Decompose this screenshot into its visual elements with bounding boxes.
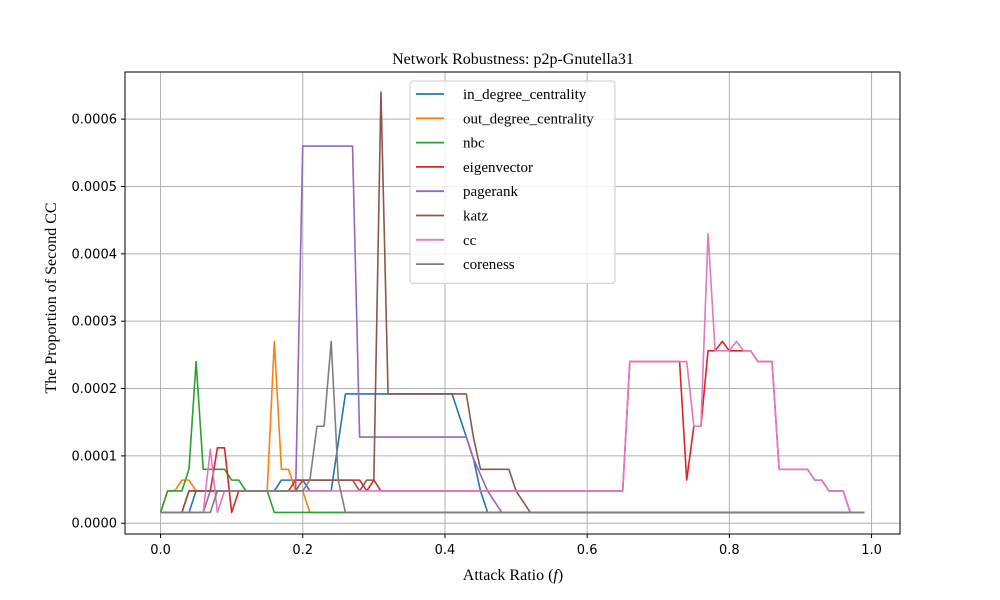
legend-entry: coreness: [463, 257, 515, 273]
legend: in_degree_centrality out_degree_centralit…: [409, 80, 616, 284]
legend-entry: pagerank: [463, 184, 518, 200]
series-line-nbc: [159, 360, 865, 514]
x-axis-label-variable: f: [553, 567, 560, 584]
chart-title: Network Robustness: p2p-Gnutella31: [392, 51, 634, 68]
x-tick-label: 0.6: [577, 543, 598, 558]
y-tick-label: 0.0002: [72, 382, 118, 397]
legend-box: [409, 80, 616, 284]
legend-entry: eigenvector: [463, 160, 533, 176]
legend-entry: cc: [463, 233, 477, 249]
series-line-out-degree-centrality: [159, 340, 865, 514]
legend-entry: katz: [463, 209, 488, 225]
x-axis-label: Attack Ratio (f): [463, 567, 563, 584]
y-tick-label: 0.0006: [72, 113, 118, 128]
y-tick-label: 0.0005: [72, 180, 118, 195]
x-tick-label: 0.4: [435, 543, 456, 558]
x-tick-label: 0.0: [150, 543, 171, 558]
x-tick-label: 0.2: [292, 543, 313, 558]
y-tick-label: 0.0004: [72, 247, 118, 262]
legend-entry: out_degree_centrality: [463, 111, 594, 127]
plot-frame: [124, 71, 901, 535]
series-line-in-degree-centrality: [160, 393, 865, 514]
series-line-eigenvector: [160, 340, 865, 514]
x-axis-label-end: ): [558, 567, 563, 584]
y-axis-label: The Proportion of Second CC: [43, 202, 60, 393]
series-lines: [159, 91, 865, 514]
x-tick-label: 0.8: [719, 543, 740, 558]
x-tick-label: 1.0: [861, 543, 882, 558]
y-tick-label: 0.0001: [72, 449, 118, 464]
x-axis-ticks: 0.0 0.2 0.4 0.6 0.8 1.0: [150, 534, 882, 558]
y-axis-ticks: 0.0000 0.0001 0.0002 0.0003 0.0004 0.0005 0.00…: [72, 113, 125, 532]
y-tick-label: 0.0000: [72, 517, 118, 532]
y-tick-label: 0.0003: [72, 315, 118, 330]
x-axis-label-text: Attack Ratio (: [463, 567, 554, 584]
legend-entry: in_degree_centrality: [463, 87, 587, 103]
legend-entry: nbc: [463, 136, 485, 152]
series-line-katz: [160, 91, 865, 514]
series-line-cc: [160, 232, 865, 514]
series-line-coreness: [160, 340, 865, 514]
